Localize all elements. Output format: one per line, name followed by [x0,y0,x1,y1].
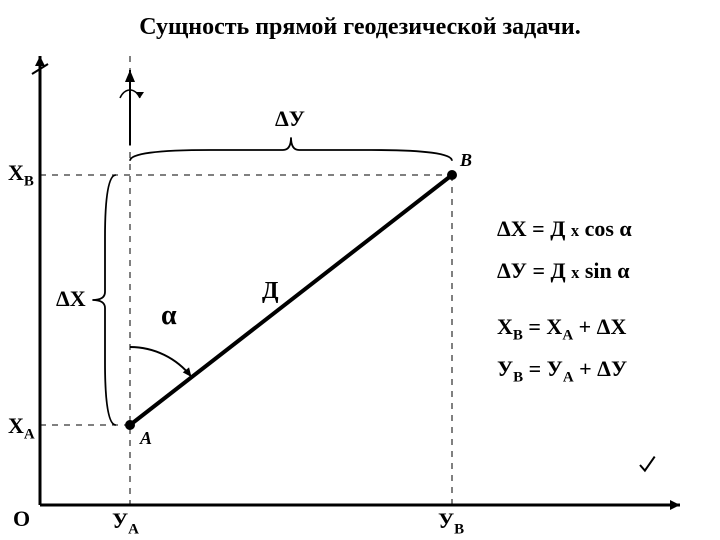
point-b-label: B [460,150,472,171]
label-y-b: УВ [438,508,464,538]
formula-yb: УВ = УА + ΔУ [497,356,627,386]
formula-xb: ХВ = ХА + ΔХ [497,314,626,344]
label-x-a: ХА [8,413,35,443]
point-a-label: A [140,428,152,449]
label-x-b: ХВ [8,160,34,190]
label-delta-x: ΔХ [56,286,86,312]
label-origin: О [13,506,30,532]
formula-dy: ΔУ = Д x sin α [497,258,630,284]
label-y-a: УА [112,508,139,538]
label-d: Д [262,278,279,305]
label-delta-y: ΔУ [275,106,305,132]
formula-dx: ΔХ = Д x cos α [497,216,632,242]
label-alpha: α [161,300,177,332]
diagram-canvas: Сущность прямой геодезической задачи. ΔУ… [0,0,720,540]
